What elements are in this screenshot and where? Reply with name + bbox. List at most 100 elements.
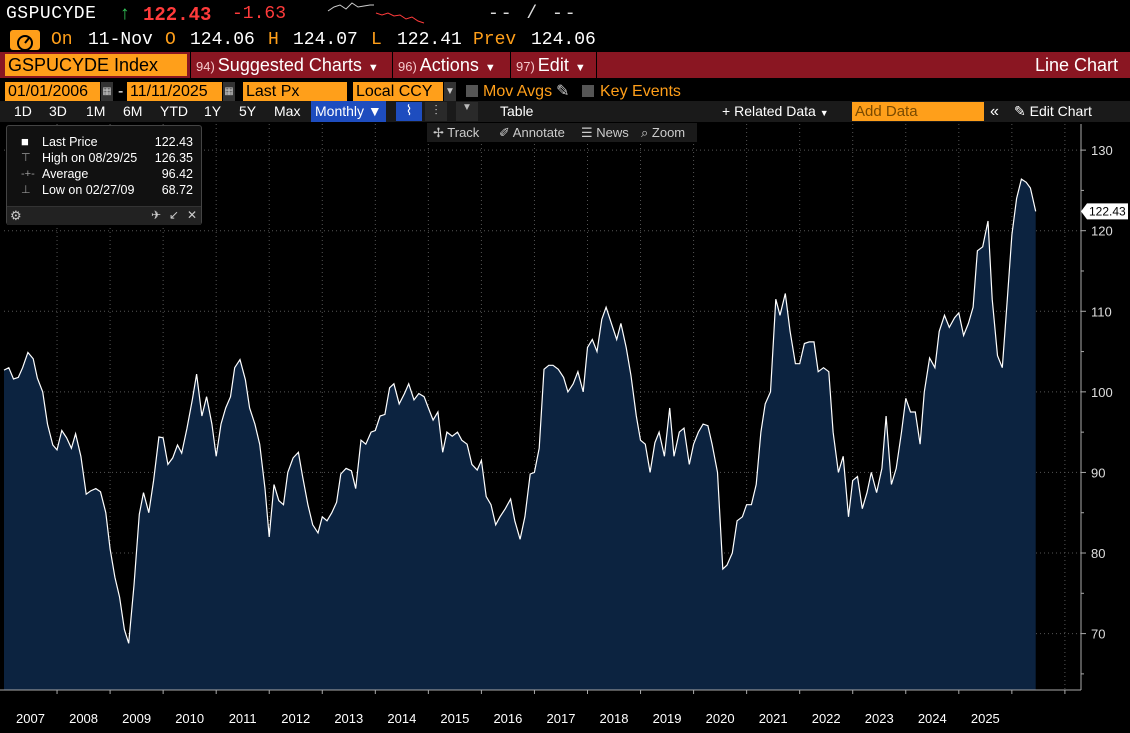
open-label: O [165,30,176,50]
zoom-tool[interactable]: ⌕ Zoom [641,125,686,140]
field-select[interactable]: Last Px [243,82,347,101]
period-6m[interactable]: 6M [123,103,143,119]
period-1m[interactable]: 1M [86,103,106,119]
start-date-input[interactable]: 01/01/2006 [5,82,100,101]
y-tick-label: 90 [1091,465,1105,480]
x-tick-label: 2013 [334,711,363,726]
suggested-charts-menu[interactable]: 94) Suggested Charts ▼ [196,52,379,78]
legend-last-row: ■ Last Price 122.43 [7,134,201,150]
currency-select[interactable]: Local CCY [353,82,443,101]
open-value: 124.06 [190,30,255,50]
x-tick-label: 2025 [971,711,1000,726]
square-icon: ■ [21,134,29,149]
last-price-tag-bg [1081,203,1128,220]
bid-ask-range: -- / -- [488,4,578,24]
calendar-icon[interactable]: ▦ [101,82,113,101]
period-ytd[interactable]: YTD [160,103,188,119]
on-value: 11-Nov [88,30,153,50]
last-price-tag-label: 122.43 [1089,204,1126,218]
x-tick-label: 2009 [122,711,151,726]
intraday-sparkline [327,2,425,24]
legend-high-row: ⊤ High on 08/29/25 126.35 [7,150,201,166]
key-events-label[interactable]: Key Events [600,83,681,100]
period-5y[interactable]: 5Y [239,103,257,119]
dropdown-icon[interactable]: ▼ [444,82,456,101]
chart-type-label: Line Chart [1034,55,1118,75]
menu-number: 97) [516,59,535,74]
last-price: 122.43 [143,4,212,26]
x-tick-label: 2023 [865,711,894,726]
annotate-label: Annotate [512,125,565,140]
end-date-input[interactable]: 11/11/2025 [127,82,222,101]
key-events-checkbox[interactable] [582,85,594,97]
caret-down-icon: ▼ [484,62,496,74]
y-tick-label: 80 [1091,546,1105,561]
legend-avg-value: 96.42 [161,167,193,181]
edit-chart-button[interactable]: ✎ Edit Chart [1014,103,1092,119]
menu-label: Suggested Charts [217,55,362,75]
menu-label: Edit [537,55,569,75]
period-1d[interactable]: 1D [14,103,32,119]
legend-box[interactable]: ■ Last Price 122.43 ⊤ High on 08/29/25 1… [6,125,202,225]
range-bar: 01/01/2006 ▦ - 11/11/2025 ▦ Last Px Loca… [0,80,1130,102]
add-data-input[interactable]: Add Data [852,102,984,121]
net-change: -1.63 [232,4,287,24]
period-max[interactable]: Max [274,103,301,119]
collapse-icon[interactable]: « [990,103,999,120]
menu-bar: GSPUCYDE Index 94) Suggested Charts ▼ 96) A… [0,52,1130,78]
y-tick-label: 130 [1091,143,1113,158]
prev-value: 124.06 [531,30,596,50]
pencil-icon[interactable]: ✎ [556,83,570,100]
calendar-icon[interactable]: ▦ [223,82,235,101]
mov-avgs-label[interactable]: Mov Avgs [483,83,553,100]
line-chart-icon[interactable]: ⌇ [396,102,422,121]
track-tool[interactable]: ✢ Track [433,125,480,140]
range-dash: - [118,83,124,100]
x-tick-label: 2014 [387,711,416,726]
period-1y[interactable]: 1Y [204,103,222,119]
edit-menu[interactable]: 97) Edit ▼ [516,52,586,78]
mov-avgs-checkbox[interactable] [466,85,478,97]
low-marker-icon: ⊥ [21,184,31,196]
x-tick-label: 2012 [281,711,310,726]
legend-high-value: 126.35 [154,151,193,165]
menu-number: 94) [196,59,215,74]
low-label: L [371,30,382,50]
gear-icon[interactable]: ⚙ [10,208,22,223]
related-data-label: Related Data [734,103,816,119]
bar-chart-icon[interactable]: ⫶ [425,102,447,121]
collapse-arrow-icon[interactable]: ↙ [169,208,180,222]
up-arrow-icon: ↑ [120,3,130,24]
y-tick-label: 110 [1091,304,1112,319]
ticker-bar: GSPUCYDE ↑ 122.43 -1.63 -- / -- [0,0,1130,28]
dropdown-icon[interactable]: ▼ [456,102,478,121]
zoom-label: Zoom [651,125,686,140]
toolbar: 1D 3D 1M 6M YTD 1Y 5Y Max Monthly ▼ ⌇ ⫶ … [0,101,1130,122]
frequency-select[interactable]: Monthly ▼ [311,101,386,122]
quote-bar: On 11-Nov O 124.06 H 124.07 L 122.41 Pre… [0,28,1130,52]
period-3d[interactable]: 3D [49,103,67,119]
high-label: H [268,30,279,50]
table-button[interactable]: Table [500,103,534,119]
x-tick-label: 2015 [440,711,469,726]
x-tick-label: 2019 [653,711,682,726]
y-tick-label: 100 [1091,385,1113,400]
gauge-icon[interactable] [10,30,40,50]
track-label: Track [447,125,480,140]
related-data-button[interactable]: + Related Data ▼ [722,103,829,119]
security-field[interactable]: GSPUCYDE Index [5,54,187,76]
news-tool[interactable]: ☰ News [581,125,629,140]
pin-icon[interactable]: ✈ [151,208,162,222]
x-axis: 2007 2008 2009 2010 2011 2012 2013 2014 2015 2016… [0,689,1081,726]
actions-menu[interactable]: 96) Actions ▼ [398,52,496,78]
legend-last-label: Last Price [42,135,98,149]
annotate-tool[interactable]: ✐ Annotate [499,125,565,140]
legend-low-label: Low on 02/27/09 [42,183,135,197]
price-area [4,179,1036,690]
x-tick-label: 2008 [69,711,98,726]
x-tick-label: 2018 [600,711,629,726]
legend-avg-label: Average [42,167,89,181]
close-icon[interactable]: ✕ [187,208,198,222]
chart-tools: ✢ Track ✐ Annotate ☰ News ⌕ Zoom [427,123,697,142]
